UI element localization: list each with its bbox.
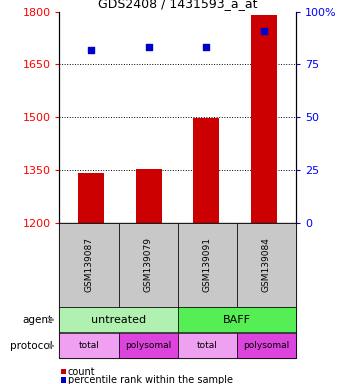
Text: BAFF: BAFF bbox=[223, 314, 251, 325]
Text: total: total bbox=[79, 341, 100, 350]
Text: polysomal: polysomal bbox=[243, 341, 289, 350]
Bar bbox=[237, 223, 296, 307]
Point bbox=[88, 46, 94, 53]
Text: percentile rank within the sample: percentile rank within the sample bbox=[68, 375, 233, 384]
Text: total: total bbox=[197, 341, 218, 350]
Bar bbox=[59, 223, 296, 358]
Bar bbox=[177, 333, 237, 358]
Text: GSM139091: GSM139091 bbox=[203, 237, 212, 293]
Text: GSM139079: GSM139079 bbox=[143, 237, 153, 293]
Bar bbox=[59, 223, 119, 307]
Text: polysomal: polysomal bbox=[125, 341, 171, 350]
Bar bbox=[119, 223, 177, 307]
Bar bbox=[61, 369, 66, 374]
Bar bbox=[193, 118, 219, 223]
Text: GSM139087: GSM139087 bbox=[85, 237, 94, 293]
Bar bbox=[61, 377, 66, 383]
Text: count: count bbox=[68, 367, 95, 377]
Bar bbox=[251, 15, 277, 223]
Bar bbox=[59, 333, 119, 358]
Bar bbox=[119, 333, 177, 358]
Text: protocol: protocol bbox=[10, 341, 53, 351]
Text: agent: agent bbox=[22, 314, 53, 325]
Point bbox=[261, 28, 267, 34]
Text: untreated: untreated bbox=[91, 314, 146, 325]
Bar bbox=[59, 307, 177, 332]
Text: GSM139084: GSM139084 bbox=[262, 238, 271, 292]
Bar bbox=[177, 307, 296, 332]
Title: GDS2408 / 1431593_a_at: GDS2408 / 1431593_a_at bbox=[98, 0, 257, 10]
Point bbox=[146, 44, 152, 50]
Bar bbox=[78, 174, 104, 223]
Bar bbox=[136, 169, 162, 223]
Bar bbox=[177, 223, 237, 307]
Point bbox=[204, 44, 209, 50]
Bar bbox=[237, 333, 296, 358]
